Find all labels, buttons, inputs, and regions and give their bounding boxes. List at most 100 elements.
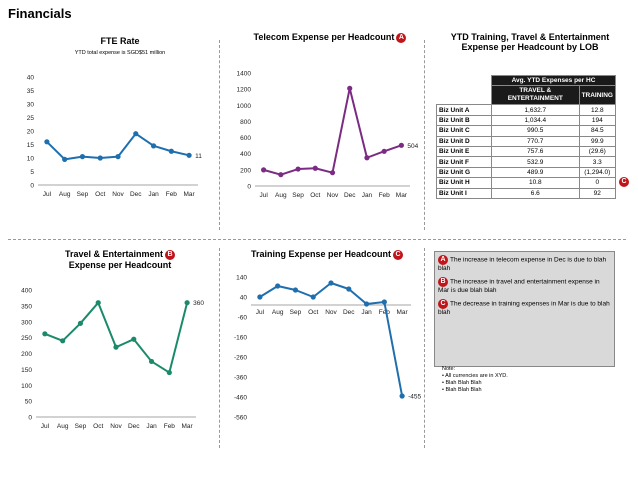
y-tick-label: 140 (236, 275, 247, 282)
x-tick-label: Sep (77, 191, 89, 198)
x-tick-label: Mar (397, 309, 409, 316)
table-row: Biz Unit G 489.9 (1,294.0) (436, 166, 617, 179)
table-column-header: TRAVEL & ENTERTAINMENT (491, 85, 580, 106)
data-point (42, 331, 48, 337)
table-cell-training: (29.6) (578, 145, 617, 158)
x-tick-label: Jul (259, 192, 268, 199)
note-b-text: The increase in travel and entertainment… (438, 278, 600, 294)
x-tick-label: Nov (327, 192, 339, 199)
table-cell-training: 3.3 (578, 156, 617, 168)
footnote-item: • All currencies are in XYD. (442, 373, 508, 379)
data-point (328, 280, 334, 286)
data-point (399, 393, 405, 399)
x-tick-label: Jul (41, 423, 50, 430)
y-tick-label: 1400 (237, 71, 252, 78)
table-cell-training: 99.9 (578, 135, 617, 147)
footnote-title: Note: (442, 366, 456, 372)
table-row: Biz Unit H 10.8 0 (436, 177, 617, 189)
telecom-chart-title-row: Telecom Expense per Headcount A (240, 32, 420, 43)
table-row: Biz Unit C 990.5 84.5 (436, 125, 617, 137)
table-row: Biz Unit E 757.6 (29.6) (436, 145, 617, 158)
series-line (44, 301, 189, 374)
x-tick-label: Nov (112, 191, 124, 198)
y-tick-label: -360 (234, 375, 247, 382)
data-point (168, 148, 174, 154)
training-chart-title-row: Training Expense per Headcount C (232, 249, 422, 260)
data-point (62, 156, 68, 162)
x-tick-label: Jul (256, 309, 265, 316)
fte-chart-subtitle: YTD total expense is SGD$51 million (74, 50, 166, 56)
table-cell-training: 92 (578, 187, 617, 199)
y-tick-label: -160 (234, 335, 247, 342)
y-tick-label: 20 (27, 129, 35, 136)
y-tick-label: 600 (240, 135, 251, 142)
x-tick-label: Aug (59, 191, 71, 198)
end-value-label: -455 (408, 394, 421, 401)
data-point (150, 143, 157, 149)
travel-chart-title: Travel & Entertainment B Expense per Head… (40, 249, 200, 270)
table-header-row: Avg. YTD Expenses per HC (437, 74, 616, 87)
horizontal-divider (8, 239, 626, 240)
table-corner-cell (437, 86, 492, 105)
note-c: C The decrease in training expenses in Ma… (438, 299, 610, 317)
vertical-divider-1 (219, 40, 220, 230)
x-tick-label: Mar (184, 191, 196, 198)
x-tick-label: Feb (379, 192, 391, 199)
y-tick-label: -260 (234, 355, 247, 362)
table-cell-training: 12.8 (578, 104, 617, 116)
data-point (115, 154, 121, 160)
y-tick-label: 30 (27, 102, 35, 109)
data-point (310, 294, 316, 300)
x-tick-label: Oct (93, 423, 103, 430)
fte-rate-chart: 0 5 10 15 20 25 30 35 40 Jul Aug Sep Oct Nov Dec Jan Feb… (27, 75, 202, 199)
table-cell-travel: 10.8 (491, 177, 580, 189)
data-point (295, 166, 301, 172)
data-point (60, 338, 66, 344)
badge-c-icon-note: C (438, 299, 448, 309)
x-tick-label: Jan (146, 423, 157, 430)
end-value-label: 11 (195, 153, 202, 160)
page-title: Financials (8, 6, 72, 21)
data-point (278, 172, 284, 178)
y-tick-label: 25 (27, 115, 35, 122)
y-tick-label: 250 (21, 335, 32, 342)
x-tick-label: Oct (95, 191, 105, 198)
y-tick-label: 350 (21, 303, 32, 310)
data-point (95, 300, 101, 306)
travel-chart-title-line2: Expense per Headcount (68, 259, 172, 270)
data-point (44, 139, 50, 145)
data-point (398, 142, 404, 148)
y-tick-label: 800 (240, 119, 251, 126)
vertical-divider-2 (219, 248, 220, 448)
x-tick-label: Aug (275, 192, 287, 199)
lob-expense-table: Avg. YTD Expenses per HC TRAVEL & ENTERTA… (436, 74, 617, 199)
footnote-item: • Blah Blah Blah (442, 380, 482, 386)
table-column-header: TRAINING (578, 85, 617, 106)
x-tick-label: Oct (310, 192, 320, 199)
note-c-text: The decrease in training expenses in Mar… (438, 300, 610, 316)
data-point (261, 167, 267, 173)
table-cell-travel: 532.9 (491, 156, 580, 168)
data-point (97, 155, 103, 161)
table-corner-cell (437, 76, 492, 86)
footnote-item: • Blah Blah Blah (442, 387, 482, 393)
table-row-label: Biz Unit F (436, 156, 492, 168)
x-tick-label: Dec (344, 192, 356, 199)
x-tick-label: Feb (166, 191, 178, 198)
data-point (148, 358, 155, 365)
telecom-chart-title: Telecom Expense per Headcount (253, 32, 395, 42)
vertical-divider-4 (424, 248, 425, 448)
data-point (381, 148, 387, 154)
data-point (184, 300, 190, 306)
fte-chart-title: FTE Rate (100, 36, 140, 46)
table-row: Biz Unit I 6.6 92 (436, 187, 617, 199)
data-point (363, 301, 370, 307)
table-row: Biz Unit B 1,034.4 194 (436, 114, 617, 127)
x-tick-label: Mar (396, 192, 408, 199)
data-point (329, 170, 336, 176)
table-cell-training: (1,294.0) (578, 166, 617, 179)
table-row-label: Biz Unit I (436, 187, 492, 199)
table-row-label: Biz Unit G (436, 166, 492, 179)
y-tick-label: 300 (21, 319, 32, 326)
x-tick-label: Feb (164, 423, 176, 430)
